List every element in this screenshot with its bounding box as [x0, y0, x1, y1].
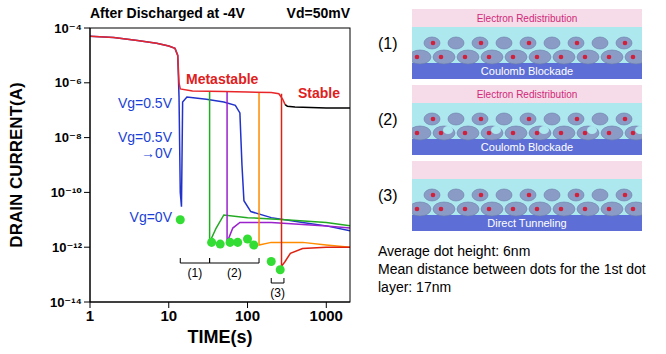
svg-text:Metastable: Metastable	[186, 71, 259, 87]
html-text:(2): (2)	[378, 111, 398, 128]
svg-text:Vd=50mV: Vd=50mV	[287, 5, 351, 21]
svg-text:1: 1	[86, 307, 94, 324]
svg-text:10⁻⁸: 10⁻⁸	[55, 130, 82, 145]
svg-text:10: 10	[160, 307, 177, 324]
svg-text:Electron Redistribution: Electron Redistribution	[477, 89, 578, 100]
svg-text:(3): (3)	[270, 286, 285, 300]
html-text:(1): (1)	[378, 35, 398, 52]
svg-text:DRAIN CURRENT(A): DRAIN CURRENT(A)	[7, 82, 26, 247]
svg-text:Direct Tunneling: Direct Tunneling	[487, 217, 567, 229]
svg-text:10⁻⁴: 10⁻⁴	[54, 21, 82, 36]
svg-text:10⁻⁶: 10⁻⁶	[55, 75, 82, 90]
svg-text:100: 100	[235, 307, 260, 324]
html-text:(3): (3)	[378, 187, 398, 204]
svg-text:Vg=0V: Vg=0V	[130, 209, 173, 225]
svg-text:Coulomb Blockade: Coulomb Blockade	[481, 65, 573, 77]
svg-text:(1): (1)	[188, 266, 203, 280]
svg-text:Stable: Stable	[298, 85, 340, 101]
svg-text:10⁻¹⁰: 10⁻¹⁰	[51, 185, 83, 200]
svg-text:Vg=0.5V: Vg=0.5V	[118, 95, 173, 111]
svg-text:10⁻¹⁴: 10⁻¹⁴	[50, 295, 82, 310]
svg-text:Electron Redistribution: Electron Redistribution	[477, 13, 578, 24]
html-text:Average dot height: 6nm: Average dot height: 6nm	[378, 243, 531, 259]
svg-text:10⁻¹²: 10⁻¹²	[52, 240, 83, 255]
svg-text:Vg=0.5V→0V: Vg=0.5V→0V	[118, 129, 173, 161]
svg-text:(2): (2)	[227, 266, 242, 280]
svg-text:1000: 1000	[310, 307, 343, 324]
svg-text:Coulomb Blockade: Coulomb Blockade	[481, 141, 573, 153]
svg-text:After Discharged at -4V: After Discharged at -4V	[90, 5, 245, 21]
svg-text:TIME(s): TIME(s)	[188, 327, 253, 347]
html-text:Mean distance between dots for: Mean distance between dots for the 1st d…	[378, 261, 646, 295]
